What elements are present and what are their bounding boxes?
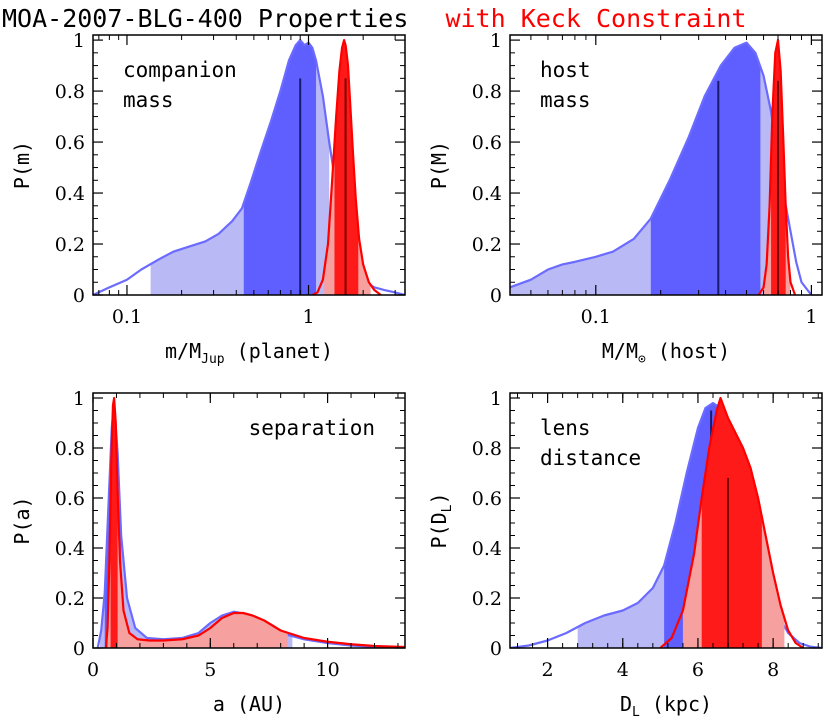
y-tick-label: 0.6: [472, 488, 502, 510]
plot-area: [93, 39, 405, 295]
y-tick-label: 0: [490, 638, 502, 660]
x-tick-label: 6: [692, 659, 704, 681]
y-tick-label: 0: [73, 638, 85, 660]
x-axis-label: m/MJup (planet): [165, 339, 333, 367]
y-tick-label: 0.2: [55, 234, 85, 256]
shade-outer-prior: [100, 408, 293, 648]
x-axis-label-main: M/M: [602, 339, 638, 363]
curve-keck: [757, 39, 797, 295]
plot-frame: [92, 392, 406, 649]
y-tick-label: 0.2: [472, 588, 502, 610]
panel-annotation: distance: [540, 446, 641, 470]
x-axis-label-sub: ⊙: [638, 352, 646, 367]
x-axis-label-tail: (host): [646, 339, 730, 363]
series-keck: [104, 396, 405, 648]
x-tick-label: 1: [805, 306, 817, 328]
y-tick-label: 1: [73, 388, 85, 410]
y-axis-label: P(M): [427, 141, 451, 189]
panel-annotation: separation: [249, 416, 375, 440]
x-axis-label-sub: Jup: [201, 352, 225, 367]
y-tick-label: 0.4: [55, 538, 85, 560]
panel-annotation: companion: [123, 58, 237, 82]
x-tick-label: 0.1: [581, 306, 611, 328]
shade-outer-keck: [107, 400, 288, 648]
y-tick-label: 0: [73, 285, 85, 307]
y-axis-label-tail: ): [427, 493, 451, 505]
x-axis-label: M/M⊙ (host): [602, 339, 730, 367]
x-tick-label: 8: [767, 659, 779, 681]
panel-lens-distance: 00.20.40.60.812 4 6 8DL (kpc)P(DL)lensdista…: [427, 388, 823, 720]
panel-annotation: mass: [123, 88, 174, 112]
y-tick-label: 0: [490, 285, 502, 307]
y-tick-label: 1: [490, 388, 502, 410]
series-keck: [757, 39, 797, 295]
x-axis-label-main: a (AU): [213, 692, 285, 716]
curve-keck: [104, 396, 405, 648]
plot-frame: [92, 34, 406, 296]
y-tick-label: 0.8: [472, 438, 502, 460]
y-tick-label: 0.6: [472, 132, 502, 154]
x-tick-label: 0.1: [112, 306, 142, 328]
x-axis-label-tail: (planet): [225, 339, 333, 363]
series-keck: [659, 396, 804, 648]
x-tick-label: 2: [542, 659, 554, 681]
x-tick-label: 10: [315, 659, 339, 681]
panels: 0 0.2 0.4 0.6 0.8 1 0.1 1 m/MJup (planet) P(m) com…: [10, 30, 823, 720]
x-tick-label: 5: [204, 659, 216, 681]
x-axis-label: a (AU): [213, 692, 285, 716]
x-axis-label-main: m/M: [165, 339, 201, 363]
x-tick-label: 4: [617, 659, 629, 681]
y-axis-label: P(m): [10, 141, 34, 189]
plot-frame: [509, 34, 823, 296]
series-prior: [93, 39, 405, 295]
panel-annotation: mass: [540, 88, 591, 112]
x-tick-label: 0: [87, 659, 99, 681]
panel-annotation: lens: [540, 416, 591, 440]
plot-area: [510, 396, 822, 648]
plot-area: [96, 396, 405, 648]
shade-inner-prior: [650, 42, 761, 295]
y-tick-label: 0.8: [55, 438, 85, 460]
curve-keck: [311, 39, 382, 295]
panel-separation: 00.20.40.60.810 5 10a (AU)P(a)separation: [10, 388, 406, 716]
y-tick-label: 0.8: [472, 81, 502, 103]
x-axis-label: DL (kpc): [620, 692, 712, 720]
x-tick-label: 1: [302, 306, 314, 328]
y-tick-label: 0.8: [55, 81, 85, 103]
y-tick-label: 1: [73, 30, 85, 52]
panel-host-mass: 0 0.2 0.4 0.6 0.8 1 0.1 1 M/M⊙ (host) P(M) host mas…: [427, 30, 823, 367]
panel-companion-mass: 0 0.2 0.4 0.6 0.8 1 0.1 1 m/MJup (planet) P(m) com…: [10, 30, 406, 367]
x-axis-label-sub: L: [632, 705, 640, 720]
figure-title: MOA-2007-BLG-400 Properties with Keck Co…: [2, 4, 746, 33]
shade-inner-prior: [243, 40, 317, 295]
plot-area: [510, 39, 813, 295]
y-tick-label: 0.4: [472, 538, 502, 560]
curve-keck: [659, 396, 804, 648]
y-tick-label: 0.4: [55, 183, 85, 205]
y-tick-label: 0.2: [472, 234, 502, 256]
plot-frame: [509, 392, 823, 649]
y-axis-label: P(DL): [427, 493, 455, 549]
y-axis-label-main: P(D: [427, 512, 451, 548]
figure-title-keck: with Keck Constraint: [445, 4, 746, 33]
y-tick-label: 0.2: [55, 588, 85, 610]
y-tick-label: 0.6: [55, 488, 85, 510]
x-axis-label-main: D: [620, 692, 632, 716]
figure-title-main: MOA-2007-BLG-400 Properties: [2, 4, 408, 33]
y-axis-label: P(a): [10, 496, 34, 544]
y-tick-label: 0.6: [55, 132, 85, 154]
x-axis-label-tail: (kpc): [640, 692, 712, 716]
series-keck: [311, 39, 382, 295]
panel-annotation: host: [540, 58, 591, 82]
y-tick-label: 0.4: [472, 183, 502, 205]
y-axis-label-sub: L: [440, 504, 455, 512]
y-tick-label: 1: [490, 30, 502, 52]
